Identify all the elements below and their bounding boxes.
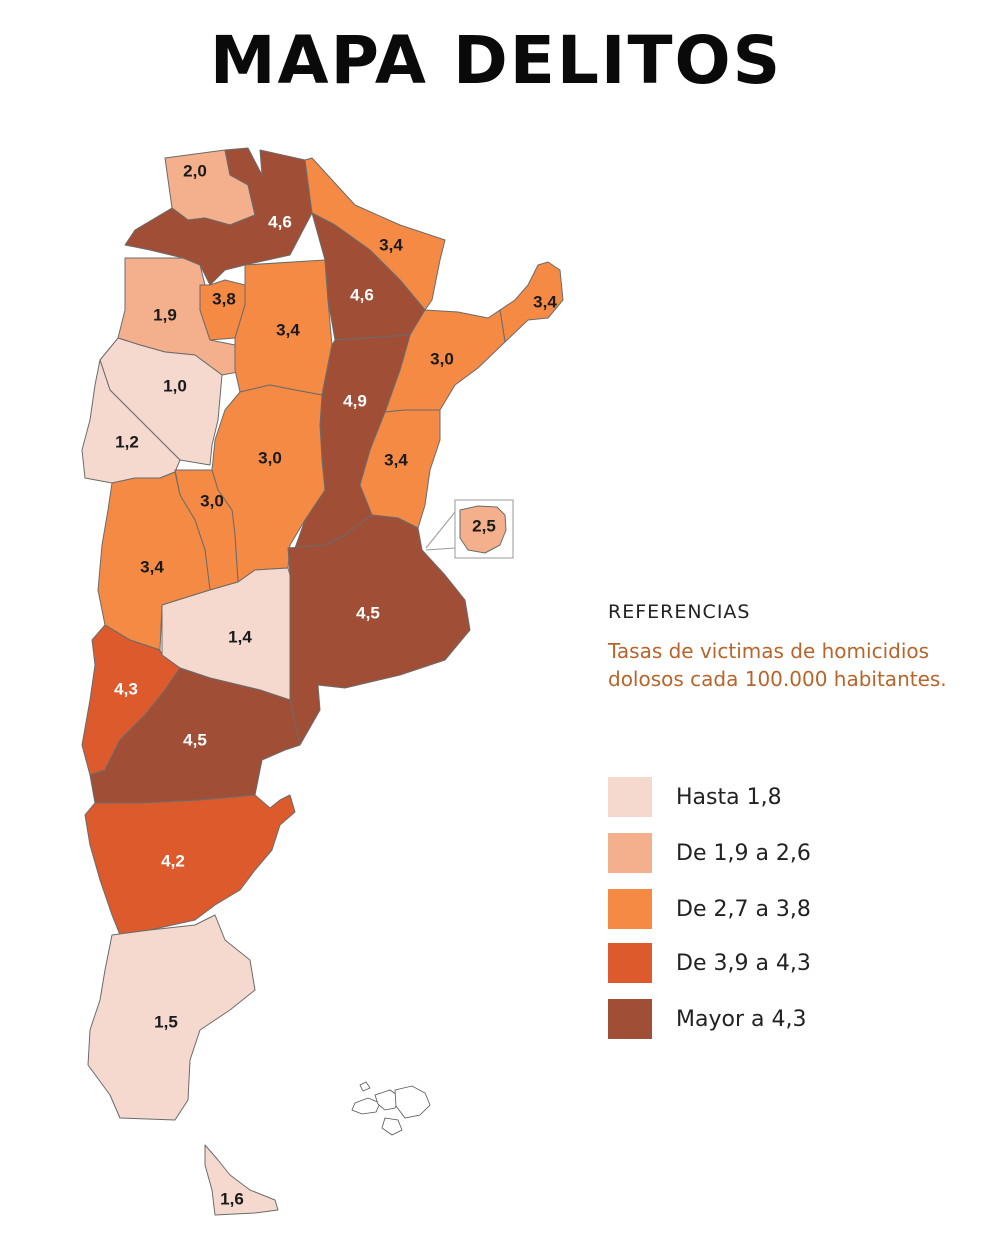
region-label-catamarca: 1,9	[153, 305, 177, 324]
malvinas-islands	[351, 1081, 431, 1136]
legend-label: Hasta 1,8	[676, 784, 782, 810]
legend-label: De 2,7 a 3,8	[676, 896, 811, 922]
region-chaco[interactable]	[311, 212, 426, 341]
legend-swatch	[608, 943, 652, 983]
region-label-la-rioja: 1,0	[163, 376, 187, 395]
legend-item: De 3,9 a 4,3	[608, 942, 811, 984]
legend-subtitle: Tasas de victimas de homicidios dolosos …	[608, 639, 947, 691]
region-label-santa-fe: 4,9	[343, 391, 367, 410]
region-santa-cruz[interactable]	[87, 914, 256, 1121]
legend-swatch	[608, 833, 652, 873]
region-label-cordoba: 3,0	[258, 448, 282, 467]
legend-label: Mayor a 4,3	[676, 1006, 807, 1032]
region-label-san-juan: 1,2	[115, 432, 139, 451]
legend-item: Hasta 1,8	[608, 776, 782, 818]
region-label-buenos-aires: 4,5	[356, 603, 380, 622]
region-tierra-del-fuego[interactable]	[204, 1144, 279, 1216]
region-label-san-luis: 3,0	[200, 491, 224, 510]
region-label-caba: 2,5	[472, 516, 496, 535]
caba-inset-connector	[425, 511, 456, 549]
region-entre-rios[interactable]	[359, 409, 441, 529]
region-chubut[interactable]	[84, 794, 296, 936]
region-label-tierra-del-fuego: 1,6	[220, 1189, 244, 1208]
region-label-corrientes: 3,0	[430, 349, 454, 368]
region-label-entre-rios: 3,4	[384, 450, 408, 469]
region-label-chubut: 4,2	[161, 851, 185, 870]
region-misiones[interactable]	[499, 261, 564, 343]
region-label-tucuman: 3,8	[212, 289, 236, 308]
region-label-formosa: 3,4	[379, 235, 403, 254]
legend-swatch	[608, 889, 652, 929]
legend-swatch	[608, 777, 652, 817]
legend-label: De 3,9 a 4,3	[676, 950, 811, 976]
region-caba[interactable]	[459, 505, 507, 554]
region-label-la-pampa: 1,4	[228, 627, 252, 646]
region-label-neuquen: 4,3	[114, 679, 138, 698]
legend-item: De 2,7 a 3,8	[608, 888, 811, 930]
region-label-santiago-del-estero: 3,4	[276, 320, 300, 339]
caba-inset-connector-lower	[425, 547, 456, 551]
legend-item: Mayor a 4,3	[608, 998, 806, 1040]
region-label-salta: 4,6	[268, 212, 292, 231]
region-label-mendoza: 3,4	[140, 557, 164, 576]
legend-heading: REFERENCIAS	[608, 601, 751, 623]
region-label-misiones: 3,4	[533, 292, 557, 311]
map-title: MAPA DELITOS	[209, 22, 783, 99]
region-label-santa-cruz: 1,5	[154, 1012, 178, 1031]
legend-item: De 1,9 a 2,6	[608, 832, 811, 874]
region-label-rio-negro: 4,5	[183, 730, 207, 749]
legend-label: De 1,9 a 2,6	[676, 840, 811, 866]
region-label-jujuy: 2,0	[183, 161, 207, 180]
region-label-chaco: 4,6	[350, 285, 374, 304]
legend-swatch	[608, 999, 652, 1039]
region-buenos-aires[interactable]	[287, 514, 471, 746]
